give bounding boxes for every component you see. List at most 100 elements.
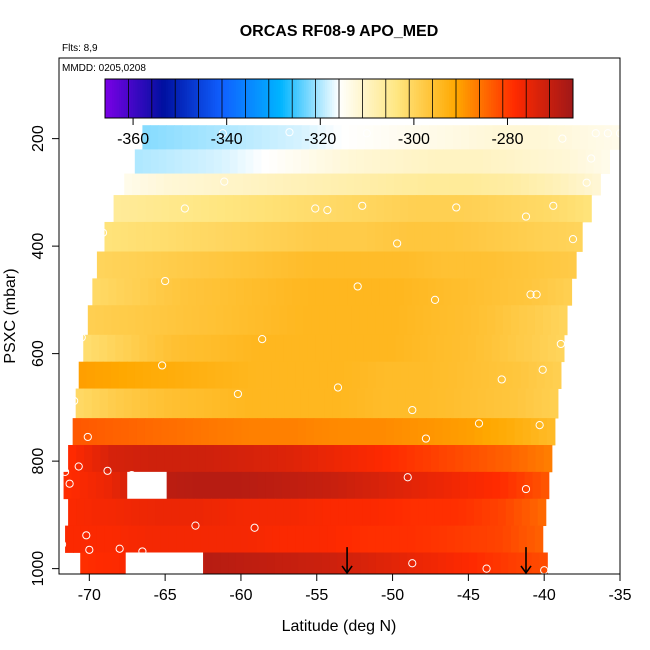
- heatmap-cell: [198, 149, 207, 174]
- heatmap-cell: [148, 388, 157, 419]
- heatmap-cell: [319, 305, 328, 336]
- heatmap-cell: [111, 305, 121, 336]
- heatmap-cell: [544, 361, 554, 389]
- heatmap-cell: [440, 251, 449, 279]
- heatmap-cell: [451, 334, 461, 363]
- sample-point: [191, 521, 200, 530]
- heatmap-cell: [389, 388, 398, 419]
- heatmap-cell: [475, 471, 485, 500]
- heatmap-cell: [432, 361, 441, 389]
- heatmap-cell: [271, 305, 281, 336]
- heatmap-cell: [411, 278, 421, 306]
- heatmap-cell: [387, 278, 397, 306]
- heatmap-cell: [207, 361, 216, 389]
- x-axis-label: Latitude (deg N): [282, 618, 397, 635]
- heatmap-cell: [152, 525, 162, 553]
- heatmap-cell: [87, 471, 97, 500]
- heatmap-cell: [150, 149, 160, 174]
- heatmap-cell: [543, 195, 552, 223]
- heatmap-cell: [371, 334, 381, 363]
- heatmap-cell: [532, 471, 542, 500]
- sample-point: [497, 375, 506, 384]
- heatmap-cell: [421, 388, 430, 419]
- heatmap-cell: [119, 305, 129, 336]
- heatmap-cell: [383, 305, 392, 336]
- heatmap-cell: [482, 498, 491, 527]
- heatmap-cell: [281, 471, 291, 500]
- heatmap-cell: [441, 173, 451, 196]
- heatmap-cell: [201, 195, 210, 223]
- heatmap-cell: [370, 471, 380, 500]
- heatmap-cell: [197, 445, 206, 473]
- heatmap-cell: [289, 418, 299, 446]
- heatmap-cell: [314, 471, 323, 500]
- heatmap-cell: [568, 173, 578, 196]
- heatmap-cell: [217, 418, 226, 446]
- heatmap-cell: [484, 125, 494, 150]
- heatmap-cell: [76, 445, 85, 473]
- heatmap-cell: [200, 251, 210, 279]
- heatmap-cell: [345, 418, 355, 446]
- heatmap-cell: [71, 471, 81, 500]
- heatmap-cells: [63, 125, 621, 575]
- heatmap-cell: [411, 334, 421, 363]
- heatmap-cell: [91, 388, 101, 419]
- heatmap-cell: [403, 149, 413, 174]
- heatmap-cell: [491, 278, 501, 306]
- heatmap-cell: [504, 251, 513, 279]
- heatmap-cell: [128, 221, 137, 252]
- heatmap-cell: [99, 334, 108, 363]
- heatmap-cell: [435, 149, 444, 174]
- heatmap-cell: [84, 445, 93, 473]
- sample-point: [538, 365, 547, 374]
- y-axis-label: PSXC (mbar): [2, 268, 19, 363]
- heatmap-cell: [424, 361, 433, 389]
- heatmap-cell: [183, 305, 193, 336]
- heatmap-cell: [184, 251, 194, 279]
- heatmap-cell: [255, 305, 265, 336]
- heatmap-cell: [88, 525, 98, 553]
- heatmap-cell: [536, 173, 546, 196]
- heatmap-cell: [237, 445, 247, 473]
- heatmap-cell: [482, 149, 492, 174]
- heatmap-cell: [299, 334, 309, 363]
- heatmap-cell: [251, 334, 261, 363]
- heatmap-cell: [455, 445, 464, 473]
- heatmap-band: [68, 498, 547, 527]
- heatmap-cell: [368, 195, 377, 223]
- heatmap-cell: [282, 173, 292, 196]
- heatmap-cell: [180, 388, 189, 419]
- heatmap-cell: [481, 173, 490, 196]
- heatmap-cell: [430, 221, 440, 252]
- heatmap-cell: [132, 445, 142, 473]
- heatmap-cell: [92, 278, 101, 306]
- heatmap-cell: [249, 471, 259, 500]
- heatmap-cell: [232, 525, 241, 553]
- y-tick-label: 400: [30, 233, 47, 260]
- sample-point: [353, 282, 362, 291]
- heatmap-cell: [463, 305, 472, 336]
- heatmap-cell: [136, 525, 146, 553]
- heatmap-cell: [140, 278, 149, 306]
- heatmap-cell: [169, 195, 178, 223]
- heatmap-cell: [276, 278, 285, 306]
- heatmap-cell: [161, 418, 170, 446]
- heatmap-cell: [104, 251, 114, 279]
- sample-point: [124, 129, 133, 138]
- heatmap-cell: [514, 149, 523, 174]
- heatmap-cell: [535, 195, 545, 223]
- heatmap-cell: [332, 149, 342, 174]
- heatmap-cell: [280, 195, 290, 223]
- heatmap-cell: [450, 418, 459, 446]
- heatmap-cell: [336, 251, 346, 279]
- sample-point: [532, 290, 541, 299]
- heatmap-cell: [521, 498, 531, 527]
- heatmap-cell: [464, 251, 473, 279]
- heatmap-cell: [124, 278, 133, 306]
- heatmap-cell: [347, 278, 357, 306]
- heatmap-cell: [399, 525, 408, 553]
- heatmap-cell: [163, 498, 173, 527]
- heatmap-cell: [137, 195, 147, 223]
- heatmap-cell: [209, 195, 218, 223]
- heatmap-cell: [399, 305, 408, 336]
